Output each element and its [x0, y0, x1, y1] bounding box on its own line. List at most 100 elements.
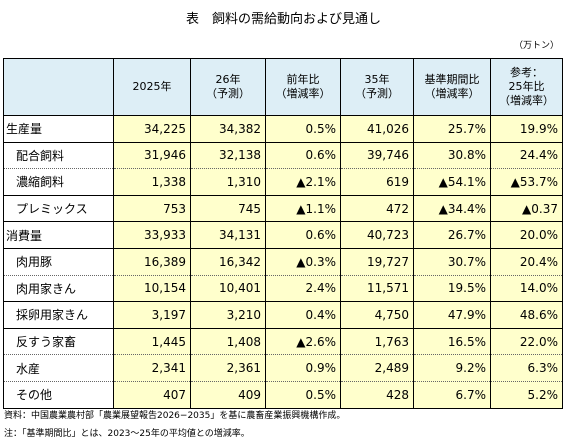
cell: 1,408 [190, 327, 266, 355]
cell: 14.0% [490, 274, 563, 303]
row-label: 肉用家きん [3, 274, 114, 303]
cell: 30.8% [413, 141, 491, 169]
cell: ▲54.1% [413, 168, 491, 196]
cell: 2,489 [340, 354, 414, 382]
header-line: 2025年 [132, 80, 172, 93]
cell: 409 [190, 380, 266, 409]
cell: ▲2.6% [265, 327, 341, 355]
cell: ▲53.7% [490, 168, 563, 196]
cell: 48.6% [490, 301, 563, 329]
cell: ▲0.3% [265, 247, 341, 276]
cell: 0.6% [265, 141, 341, 169]
header-cell: 2025年 [113, 58, 191, 116]
cell: 19.9% [490, 115, 563, 143]
row: 配合飼料 31,946 32,138 0.6% 39,746 30.8% 24.4% [3, 141, 563, 169]
header-line: （予測） [206, 87, 250, 100]
header-line: 基準期間比 [424, 73, 480, 86]
note: 注：「基準期間比」とは、2023〜25年の平均値との増減率。 [4, 429, 250, 439]
cell: 2,341 [113, 354, 191, 382]
cell: 10,154 [113, 274, 191, 303]
cell: 0.9% [265, 354, 341, 382]
cell: 25.7% [413, 115, 491, 143]
cell: 20.0% [490, 221, 563, 249]
cell: 2.4% [265, 274, 341, 303]
unit: （万トン） [513, 41, 559, 51]
cell: 34,225 [113, 115, 191, 143]
row-label: 水産 [3, 354, 114, 382]
cell: 4,750 [340, 301, 414, 329]
row: 肉用家きん 10,154 10,401 2.4% 11,571 19.5% 14.0% [3, 274, 563, 303]
cell: ▲0.37 [490, 194, 563, 223]
row-label: 肉用豚 [3, 247, 114, 276]
cell: 16,389 [113, 247, 191, 276]
header-cell: 前年比 （増減率） [265, 58, 341, 116]
header-row: 2025年 26年 （予測） 前年比 （増減率） 35年 （予測） 基準期間比 （増減率） 参考：… [3, 58, 563, 116]
cell: 3,197 [113, 301, 191, 329]
cell: 9.2% [413, 354, 491, 382]
cell: 6.3% [490, 354, 563, 382]
cell: 11,571 [340, 274, 414, 303]
row-label: 配合飼料 [3, 141, 114, 169]
cell: 407 [113, 380, 191, 409]
row-label: 採卵用家きん [3, 301, 114, 329]
cell: 10,401 [190, 274, 266, 303]
cell: ▲1.1% [265, 194, 341, 223]
row: 消費量 33,933 34,131 0.6% 40,723 26.7% 20.0% [3, 221, 563, 249]
cell: 19,727 [340, 247, 414, 276]
row: 濃縮飼料 1,338 1,310 ▲2.1% 619 ▲54.1% ▲53.7% [3, 168, 563, 196]
header-line: （増減率） [499, 94, 554, 107]
cell: 34,382 [190, 115, 266, 143]
cell: 2,361 [190, 354, 266, 382]
cell: 34,131 [190, 221, 266, 249]
cell: 47.9% [413, 301, 491, 329]
cell: 619 [340, 168, 414, 196]
cell: 1,310 [190, 168, 266, 196]
cell: 22.0% [490, 327, 563, 355]
header-cell: 26年 （予測） [190, 58, 266, 116]
cell: 1,763 [340, 327, 414, 355]
cell: 26.7% [413, 221, 491, 249]
header-cell: 35年 （予測） [340, 58, 414, 116]
cell: 1,445 [113, 327, 191, 355]
cell: 0.6% [265, 221, 341, 249]
header-cell: 参考： 25年比 （増減率） [490, 58, 563, 116]
cell: 0.5% [265, 115, 341, 143]
row-label: プレミックス [3, 194, 114, 223]
row-label: 濃縮飼料 [3, 168, 114, 196]
cell: 0.5% [265, 380, 341, 409]
row-label: 反すう家畜 [3, 327, 114, 355]
cell: 40,723 [340, 221, 414, 249]
row: その他 407 409 0.5% 428 6.7% 5.2% [3, 380, 563, 409]
cell: 428 [340, 380, 414, 409]
cell: 39,746 [340, 141, 414, 169]
row-label: 生産量 [3, 115, 114, 143]
row-label: 消費量 [3, 221, 114, 249]
cell: 472 [340, 194, 414, 223]
header-line: 前年比 [286, 73, 320, 86]
cell: 33,933 [113, 221, 191, 249]
cell: 0.4% [265, 301, 341, 329]
cell: 745 [190, 194, 266, 223]
table: 2025年 26年 （予測） 前年比 （増減率） 35年 （予測） 基準期間比 （増減率） 参考：… [3, 58, 563, 409]
header-line: （増減率） [275, 87, 331, 100]
note: 資料：中国農業農村部「農業展望報告2026−2035」を基に農畜産業振興機構作成… [4, 411, 346, 421]
row: 採卵用家きん 3,197 3,210 0.4% 4,750 47.9% 48.6% [3, 301, 563, 329]
cell: 31,946 [113, 141, 191, 169]
cell: 24.4% [490, 141, 563, 169]
cell: 32,138 [190, 141, 266, 169]
cell: 5.2% [490, 380, 563, 409]
cell: 3,210 [190, 301, 266, 329]
row: 生産量 34,225 34,382 0.5% 41,026 25.7% 19.9% [3, 115, 563, 143]
header-line: （予測） [355, 87, 399, 100]
header-line: （増減率） [424, 87, 480, 100]
cell: 20.4% [490, 247, 563, 276]
title: 表 飼料の需給動向および見通し [185, 12, 381, 27]
row-label: その他 [3, 380, 114, 409]
row: プレミックス 753 745 ▲1.1% 472 ▲34.4% ▲0.37 [3, 194, 563, 223]
cell: 30.7% [413, 247, 491, 276]
row: 反すう家畜 1,445 1,408 ▲2.6% 1,763 16.5% 22.0% [3, 327, 563, 355]
cell: 16.5% [413, 327, 491, 355]
cell: ▲2.1% [265, 168, 341, 196]
header-line: 参考： [510, 66, 543, 79]
